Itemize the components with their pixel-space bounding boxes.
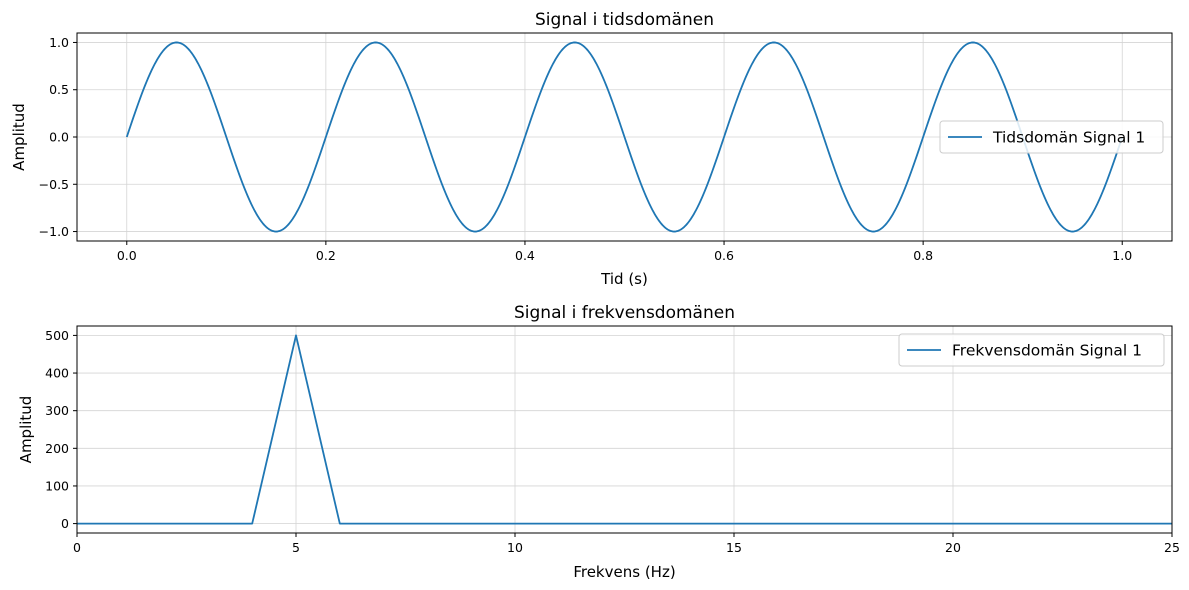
- x-axis-label: Tid (s): [600, 270, 648, 288]
- y-tick-label: −1.0: [39, 224, 69, 239]
- y-tick-label: 200: [45, 441, 69, 456]
- x-tick-label: 0.2: [316, 248, 336, 263]
- legend: Frekvensdomän Signal 1: [898, 333, 1165, 367]
- x-tick-label: 10: [507, 540, 523, 555]
- chart-1: 0.0 0.2 0.4 0.6 0.8 1.0 −1.0 −0.5 0.0 0.5 1.0 Signa…: [10, 10, 1173, 288]
- y-tick-label: 0: [61, 516, 69, 531]
- series-line: [77, 334, 1172, 525]
- y-tick-label: 100: [45, 478, 69, 493]
- y-axis-label: Amplitud: [10, 103, 28, 171]
- legend: Tidsdomän Signal 1: [939, 120, 1164, 154]
- y-tick-label: 500: [45, 328, 69, 343]
- x-tick-label: 1.0: [1112, 248, 1132, 263]
- x-tick-label: 15: [726, 540, 742, 555]
- chart-2: 0 5 10 15 20 25 0 100 200 300 400 500 Signal i frekv…: [17, 303, 1180, 581]
- legend-box: [939, 120, 1164, 154]
- x-tick-label: 20: [945, 540, 961, 555]
- x-tick-label: 5: [292, 540, 300, 555]
- x-axis-label: Frekvens (Hz): [573, 563, 675, 581]
- x-tick-label: 0.4: [515, 248, 535, 263]
- y-tick-label: 0.0: [49, 130, 69, 145]
- y-tick-label: 400: [45, 366, 69, 381]
- y-axis-label: Amplitud: [17, 396, 35, 464]
- x-tick-label: 0: [73, 540, 81, 555]
- x-tick-label: 0.6: [714, 248, 734, 263]
- legend-box: [898, 333, 1165, 367]
- chart-title: Signal i frekvensdomänen: [514, 303, 735, 323]
- x-tick-label: 25: [1164, 540, 1180, 555]
- plot-frame: [76, 325, 1173, 534]
- y-tick-label: 0.5: [49, 82, 69, 97]
- series-line: [125, 41, 1124, 233]
- y-tick-label: 1.0: [49, 35, 69, 50]
- chart-title: Signal i tidsdomänen: [535, 10, 714, 30]
- legend-label: Frekvensdomän Signal 1: [952, 342, 1142, 360]
- x-tick-label: 0.0: [117, 248, 137, 263]
- y-tick-label: 300: [45, 403, 69, 418]
- legend-label: Tidsdomän Signal 1: [992, 129, 1145, 147]
- y-tick-label: −0.5: [39, 177, 69, 192]
- x-tick-label: 0.8: [913, 248, 933, 263]
